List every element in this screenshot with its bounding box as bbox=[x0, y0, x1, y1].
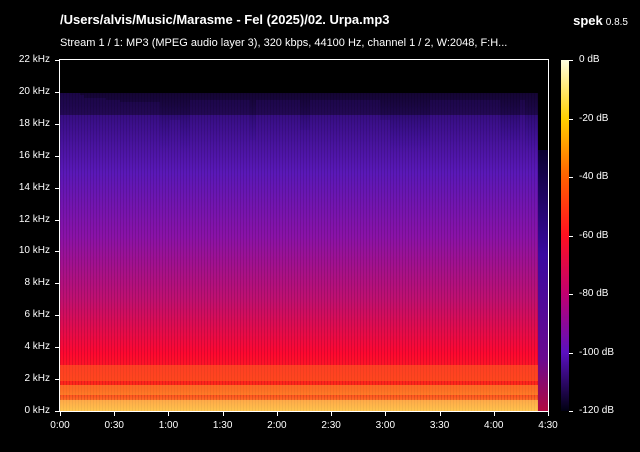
frequency-axis-label: 8 kHz bbox=[24, 277, 50, 289]
colorbar-tick bbox=[569, 411, 573, 412]
time-axis-label: 1:30 bbox=[212, 420, 233, 431]
frequency-axis-tick bbox=[55, 220, 59, 221]
colorbar-label: -120 dB bbox=[579, 405, 615, 416]
frequency-axis-label: 2 kHz bbox=[24, 373, 50, 385]
spectrogram-image bbox=[60, 93, 548, 411]
frequency-axis-tick bbox=[55, 347, 59, 348]
colorbar-label: -20 dB bbox=[579, 112, 609, 124]
frequency-axis-tick bbox=[55, 156, 59, 157]
time-axis-label: 4:00 bbox=[484, 420, 504, 431]
colorbar-label: -100 dB bbox=[579, 346, 615, 358]
frequency-axis-label: 4 kHz bbox=[24, 341, 50, 353]
colorbar-label: -40 dB bbox=[579, 171, 609, 182]
app-name: spek 0.8.5 bbox=[573, 13, 628, 28]
frequency-axis-label: 18 kHz bbox=[18, 117, 50, 129]
colorbar-tick bbox=[569, 60, 573, 61]
time-axis-tick bbox=[385, 412, 386, 416]
time-axis-tick bbox=[114, 412, 115, 416]
frequency-axis-label: 12 kHz bbox=[18, 213, 50, 225]
colorbar-label: -60 dB bbox=[579, 229, 609, 241]
time-axis-label: 3:00 bbox=[375, 420, 396, 431]
frequency-axis-label: 14 kHz bbox=[18, 181, 50, 193]
time-axis-label: 2:00 bbox=[267, 420, 287, 431]
time-axis-tick bbox=[277, 412, 278, 416]
time-axis-tick bbox=[494, 412, 495, 416]
time-axis-tick bbox=[548, 412, 549, 416]
colorbar-label: -80 dB bbox=[579, 288, 609, 299]
time-axis-tick bbox=[331, 412, 332, 416]
frequency-axis-tick bbox=[55, 124, 59, 125]
frequency-axis-tick bbox=[55, 379, 59, 380]
frequency-axis-tick bbox=[55, 283, 59, 284]
frequency-axis-tick bbox=[55, 251, 59, 252]
app-name-label: spek bbox=[573, 13, 603, 28]
frequency-axis-label: 20 kHz bbox=[18, 85, 50, 97]
colorbar-label: 0 dB bbox=[579, 54, 600, 65]
colorbar-tick bbox=[569, 294, 573, 295]
time-axis-label: 3:30 bbox=[429, 420, 450, 431]
colorbar-tick bbox=[569, 353, 573, 354]
app-version: 0.8.5 bbox=[605, 17, 628, 28]
time-axis-label: 0:00 bbox=[50, 420, 70, 431]
frequency-axis-tick bbox=[55, 92, 59, 93]
time-axis-label: 2:30 bbox=[321, 420, 341, 431]
colorbar-tick bbox=[569, 177, 573, 178]
time-axis-tick bbox=[60, 412, 61, 416]
time-axis-label: 1:00 bbox=[158, 420, 179, 431]
frequency-axis-tick bbox=[55, 188, 59, 189]
colorbar-tick bbox=[569, 119, 573, 120]
spectrogram-frame bbox=[59, 59, 549, 412]
stream-info: Stream 1 / 1: MP3 (MPEG audio layer 3), … bbox=[60, 37, 508, 49]
frequency-axis-tick bbox=[55, 60, 59, 61]
time-axis-label: 0:30 bbox=[104, 420, 124, 431]
frequency-axis-tick bbox=[55, 411, 59, 412]
spectrogram[interactable] bbox=[60, 60, 548, 411]
frequency-axis-tick bbox=[55, 315, 59, 316]
frequency-axis-label: 0 kHz bbox=[24, 405, 50, 416]
time-axis-tick bbox=[168, 412, 169, 416]
time-axis-tick bbox=[223, 412, 224, 416]
frequency-axis-label: 16 kHz bbox=[18, 149, 50, 161]
file-title: /Users/alvis/Music/Marasme - Fel (2025)/… bbox=[60, 12, 390, 27]
colorbar bbox=[561, 60, 569, 411]
frequency-axis-label: 22 kHz bbox=[18, 54, 50, 65]
frequency-axis-label: 6 kHz bbox=[24, 309, 50, 321]
time-axis-tick bbox=[440, 412, 441, 416]
time-axis-label: 4:30 bbox=[538, 420, 558, 431]
frequency-axis-label: 10 kHz bbox=[18, 245, 50, 257]
colorbar-tick bbox=[569, 236, 573, 237]
